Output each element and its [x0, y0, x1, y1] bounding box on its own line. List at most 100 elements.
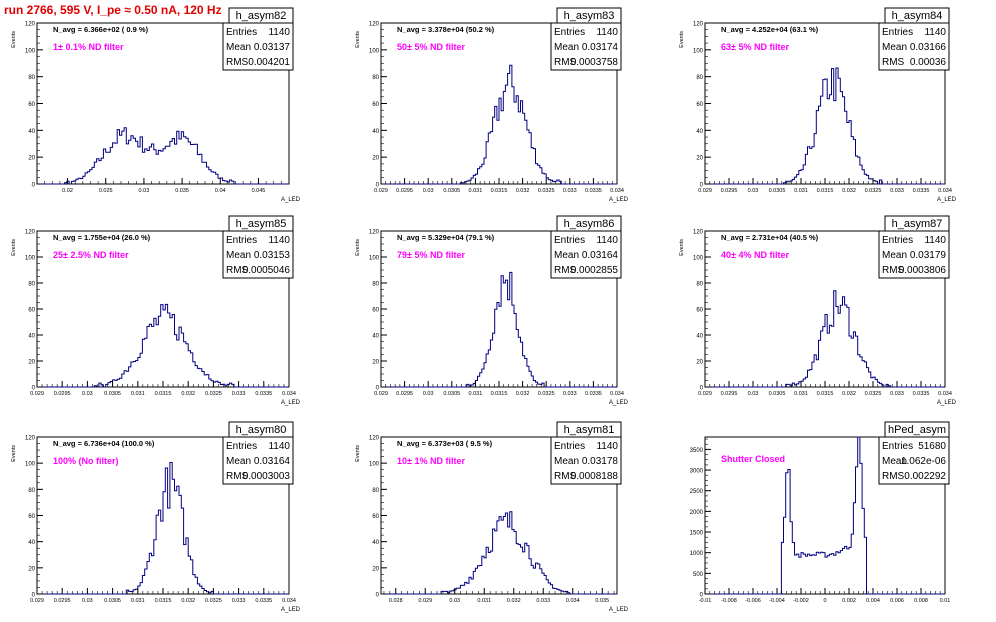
histogram-panel-hPed_asym: 0 500 1000 1500 2000 2500 3000 3500 -0.01 -0.008 -…	[690, 421, 951, 604]
x-tick-label: 0.033	[536, 598, 550, 604]
x-tick-label: 0.0325	[205, 391, 222, 397]
stats-box	[878, 436, 950, 485]
stats-label: Entries	[554, 235, 585, 246]
y-tick-label: 100	[369, 256, 380, 262]
x-tick-label: 0.0325	[205, 598, 222, 604]
y-tick-label: 0	[700, 183, 704, 189]
filter-annotation: 100% (No filter)	[53, 456, 119, 466]
navg-annotation: N_avg = 1.755e+04 (26.0 %)	[53, 233, 151, 242]
hist-title: h_asym82	[236, 10, 287, 22]
x-tick-label: 0.032	[516, 391, 530, 397]
stats-value: 0.03164	[582, 250, 619, 261]
y-tick-label: 20	[28, 566, 35, 572]
x-tick-label: 0.04	[215, 188, 226, 194]
y-tick-label: 80	[372, 282, 379, 288]
y-tick-label: 1000	[690, 551, 704, 557]
stats-value: 1.062e-06	[901, 456, 946, 467]
y-tick-label: 60	[28, 514, 35, 520]
x-tick-label: 0.008	[914, 598, 928, 604]
y-tick-label: 120	[369, 230, 380, 236]
y-tick-label: 0	[700, 593, 704, 599]
x-tick-label: 0.032	[181, 391, 195, 397]
x-tick-label: -0.006	[745, 598, 761, 604]
histogram-panel-h_asym86: 0 20 40 60 80 100 120 0.029 0.0295 0.03 0.0305 0.03…	[355, 215, 629, 406]
x-tick-label: 0.0295	[721, 188, 738, 194]
x-axis-label: A_LED	[937, 197, 957, 203]
x-tick-label: 0.004	[866, 598, 880, 604]
y-tick-label: 1500	[690, 531, 704, 537]
histogram-series	[37, 303, 289, 388]
x-tick-label: 0.0315	[491, 391, 508, 397]
y-axis-label: Events	[11, 445, 17, 462]
x-tick-label: 0.03	[748, 391, 759, 397]
filter-annotation: 40± 4% ND filter	[721, 250, 789, 260]
y-tick-label: 60	[28, 102, 35, 108]
y-tick-label: 0	[32, 386, 36, 392]
x-tick-label: 0.034	[282, 598, 296, 604]
x-tick-label: 0.029	[30, 598, 44, 604]
y-tick-label: 40	[28, 334, 35, 340]
stats-value: 51680	[918, 441, 946, 452]
stats-value: 0.0008188	[571, 471, 619, 482]
histogram-series	[37, 462, 289, 595]
stats-label: Mean	[554, 250, 579, 261]
x-tick-label: 0.0305	[104, 391, 121, 397]
x-tick-label: 0.033	[232, 598, 246, 604]
x-tick-label: 0.03	[748, 188, 759, 194]
x-tick-label: 0.034	[610, 391, 624, 397]
x-axis-label: A_LED	[609, 197, 629, 203]
x-tick-label: 0.0335	[585, 391, 602, 397]
stats-label: Entries	[554, 27, 585, 38]
x-tick-label: 0.0305	[769, 188, 786, 194]
x-tick-label: 0.029	[374, 391, 388, 397]
stats-value: 1140	[268, 235, 290, 246]
x-tick-label: 0.033	[563, 391, 577, 397]
stats-label: Mean	[554, 456, 579, 467]
x-tick-label: -0.008	[721, 598, 737, 604]
x-tick-label: 0	[823, 598, 826, 604]
x-tick-label: -0.01	[699, 598, 712, 604]
histogram-series	[705, 290, 945, 388]
x-tick-label: 0.0295	[54, 391, 71, 397]
x-tick-label: 0.0335	[913, 391, 930, 397]
y-tick-label: 120	[693, 22, 704, 28]
y-tick-label: 60	[696, 102, 703, 108]
y-tick-label: 20	[28, 360, 35, 366]
y-tick-label: 80	[372, 488, 379, 494]
y-tick-label: 120	[25, 230, 36, 236]
y-tick-label: 0	[32, 593, 36, 599]
y-axis-label: Events	[11, 239, 17, 256]
navg-annotation: N_avg = 6.736e+04 (100.0 %)	[53, 439, 155, 448]
y-tick-label: 0	[376, 593, 380, 599]
x-tick-label: 0.0305	[443, 391, 460, 397]
histogram-series	[705, 436, 945, 595]
stats-label: Entries	[226, 235, 257, 246]
x-tick-label: 0.045	[252, 188, 266, 194]
y-axis-label: Events	[355, 239, 361, 256]
y-tick-label: 80	[28, 282, 35, 288]
histogram-panel-h_asym87: 0 20 40 60 80 100 120 0.029 0.0295 0.03 0.0305 0.03…	[679, 215, 957, 406]
y-tick-label: 100	[25, 48, 36, 54]
x-axis-label: A_LED	[281, 197, 301, 203]
x-tick-label: 0.0335	[585, 188, 602, 194]
x-tick-label: 0.01	[940, 598, 951, 604]
x-tick-label: 0.0315	[155, 598, 172, 604]
x-tick-label: 0.0315	[817, 188, 834, 194]
stats-box	[878, 230, 950, 279]
x-axis-label: A_LED	[281, 607, 301, 613]
x-tick-label: 0.03	[423, 188, 434, 194]
histogram-panel-h_asym82: 0 20 40 60 80 100 120 0.02 0.025 0.03 0.035 0.04 0.0…	[11, 7, 301, 203]
stats-label: Mean	[554, 42, 579, 53]
navg-annotation: N_avg = 6.366e+02 ( 0.9 %)	[53, 25, 149, 34]
y-axis-label: Events	[679, 239, 685, 256]
x-tick-label: -0.002	[793, 598, 809, 604]
stats-box	[550, 436, 622, 485]
stats-value: 1140	[596, 235, 618, 246]
x-tick-label: 0.006	[890, 598, 904, 604]
filter-annotation: 10± 1% ND filter	[397, 456, 465, 466]
y-axis-label: Events	[355, 445, 361, 462]
stats-value: 0.03178	[582, 456, 619, 467]
histogram-series	[37, 127, 289, 185]
x-tick-label: 0.0295	[54, 598, 71, 604]
